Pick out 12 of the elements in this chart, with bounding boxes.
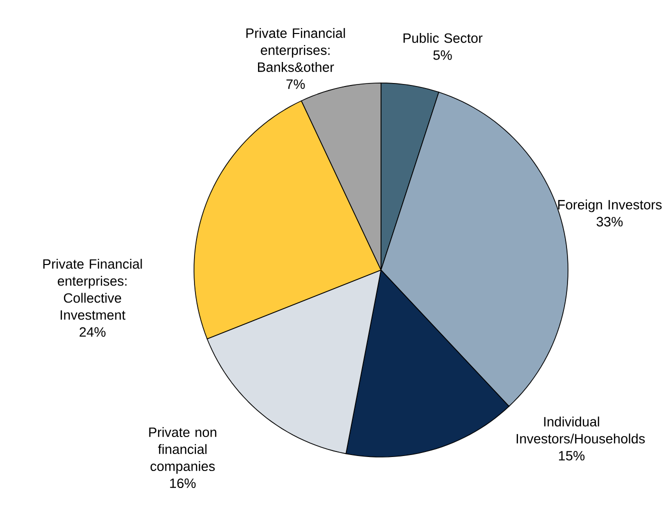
data-label: 5% bbox=[433, 50, 452, 60]
data-label: 33% bbox=[596, 216, 623, 226]
slice-label: Private Financial enterprises: Banks&other bbox=[246, 28, 345, 72]
slice-label: Private non financial companies bbox=[149, 427, 216, 474]
slice-label: Private Financial enterprises: Collective Investment bbox=[43, 258, 142, 320]
slice-label: Public Sector bbox=[404, 32, 482, 43]
data-label: 24% bbox=[80, 327, 106, 337]
data-label: 15% bbox=[559, 451, 584, 460]
data-label: 16% bbox=[170, 478, 196, 488]
data-label: 7% bbox=[286, 79, 305, 89]
slice-label: Individual Investors/Households bbox=[516, 416, 645, 444]
slice-label: Foreign Investors bbox=[558, 200, 662, 212]
